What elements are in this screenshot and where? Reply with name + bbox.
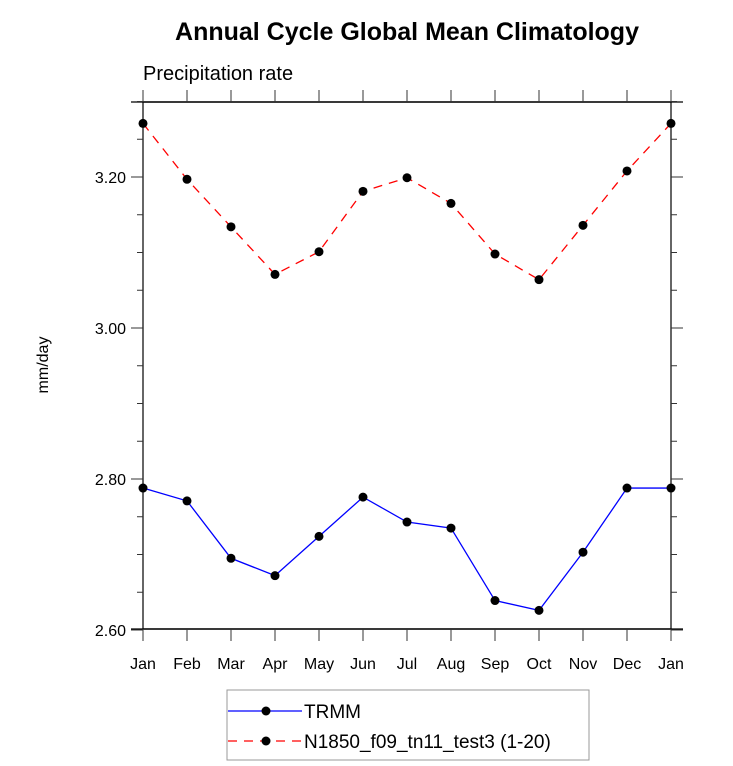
data-point — [402, 173, 412, 183]
data-point — [358, 186, 368, 196]
y-tick-labels: 2.60 2.80 3.00 3.20 — [95, 170, 126, 640]
x-tick-label: Apr — [263, 656, 289, 673]
data-point — [270, 571, 280, 581]
legend-label: N1850_f09_tn11_test3 (1-20) — [304, 732, 551, 753]
axis-ticks — [131, 90, 683, 641]
y-tick-label: 2.60 — [95, 623, 126, 640]
series-line — [142, 122, 672, 281]
series-line — [142, 487, 671, 612]
x-tick-label: Jan — [658, 656, 684, 673]
series-group — [138, 118, 676, 615]
x-tick-labels: Jan Feb Mar Apr May Jun Jul Aug Sep Oct Nov Dec Jan — [130, 656, 684, 673]
series-model — [138, 118, 676, 285]
data-point — [622, 483, 632, 493]
x-tick-label: Aug — [437, 656, 465, 673]
legend-marker — [261, 706, 271, 716]
data-point — [314, 247, 324, 257]
legend-box — [226, 689, 590, 761]
x-tick-label: Mar — [217, 656, 245, 673]
data-point — [402, 517, 412, 527]
legend-item: TRMM — [228, 702, 361, 723]
legend: TRMM N1850_f09_tn11_test3 (1-20) — [226, 689, 590, 761]
data-point — [226, 553, 236, 563]
x-tick-label: Sep — [481, 656, 510, 673]
data-point — [358, 492, 368, 502]
x-tick-label: May — [304, 656, 334, 673]
chart-subtitle: Precipitation rate — [143, 63, 293, 85]
data-point — [534, 605, 544, 615]
data-point — [182, 496, 192, 506]
data-point — [622, 166, 632, 176]
x-tick-label: Dec — [613, 656, 641, 673]
data-point — [138, 118, 148, 128]
legend-item: N1850_f09_tn11_test3 (1-20) — [228, 732, 551, 753]
x-tick-label: Jul — [397, 656, 417, 673]
y-tick-label: 2.80 — [95, 472, 126, 489]
x-tick-label: Oct — [527, 656, 552, 673]
series-trmm — [138, 483, 676, 615]
data-point — [226, 222, 236, 232]
data-point — [666, 118, 676, 128]
data-point — [490, 249, 500, 259]
y-axis-label: mm/day — [35, 337, 52, 394]
data-point — [666, 483, 676, 493]
legend-marker — [261, 736, 271, 746]
data-point — [490, 596, 500, 606]
data-point — [446, 198, 456, 208]
data-point — [270, 269, 280, 279]
data-point — [138, 483, 148, 493]
data-point — [578, 220, 588, 230]
x-tick-label: Nov — [569, 656, 597, 673]
y-tick-label: 3.00 — [95, 321, 126, 338]
x-tick-label: Jun — [350, 656, 376, 673]
y-tick-label: 3.20 — [95, 170, 126, 187]
x-tick-label: Jan — [130, 656, 156, 673]
data-point — [182, 174, 192, 184]
x-tick-label: Feb — [173, 656, 201, 673]
data-point — [314, 531, 324, 541]
data-point — [446, 523, 456, 533]
data-point — [534, 275, 544, 285]
legend-label: TRMM — [304, 702, 361, 723]
chart-title: Annual Cycle Global Mean Climatology — [175, 18, 639, 46]
data-point — [578, 547, 588, 557]
